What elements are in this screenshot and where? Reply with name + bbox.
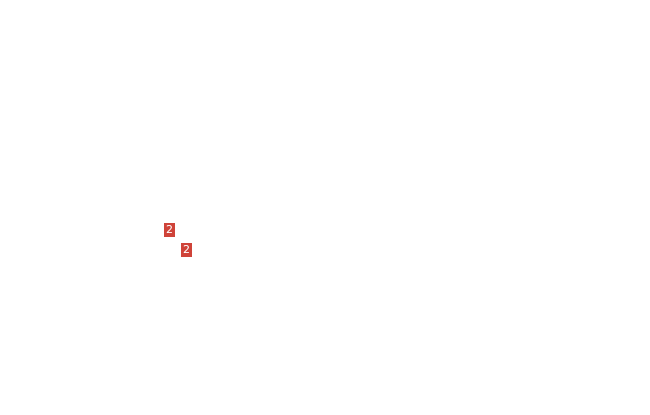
count-badge: 2 [181, 243, 192, 257]
count-badge: 2 [164, 223, 175, 237]
